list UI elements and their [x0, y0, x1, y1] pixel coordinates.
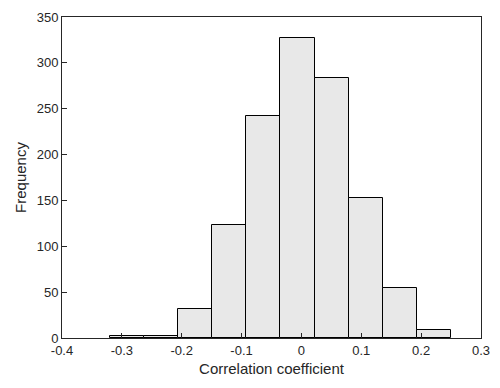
- svg-text:-0.3: -0.3: [111, 343, 133, 358]
- svg-text:0.1: 0.1: [352, 343, 370, 358]
- svg-text:0: 0: [51, 331, 58, 346]
- svg-text:0.2: 0.2: [412, 343, 430, 358]
- svg-text:Frequency: Frequency: [12, 142, 29, 213]
- svg-text:250: 250: [37, 101, 59, 116]
- svg-text:50: 50: [44, 285, 58, 300]
- svg-text:-0.2: -0.2: [171, 343, 193, 358]
- svg-text:-0.4: -0.4: [51, 343, 73, 358]
- svg-text:0: 0: [298, 343, 305, 358]
- svg-text:100: 100: [37, 239, 59, 254]
- svg-text:300: 300: [37, 55, 59, 70]
- svg-text:-0.1: -0.1: [230, 343, 252, 358]
- svg-text:200: 200: [37, 147, 59, 162]
- svg-text:0.3: 0.3: [472, 343, 490, 358]
- svg-text:Correlation coefficient: Correlation coefficient: [199, 360, 345, 377]
- svg-text:350: 350: [37, 10, 59, 25]
- svg-text:150: 150: [37, 193, 59, 208]
